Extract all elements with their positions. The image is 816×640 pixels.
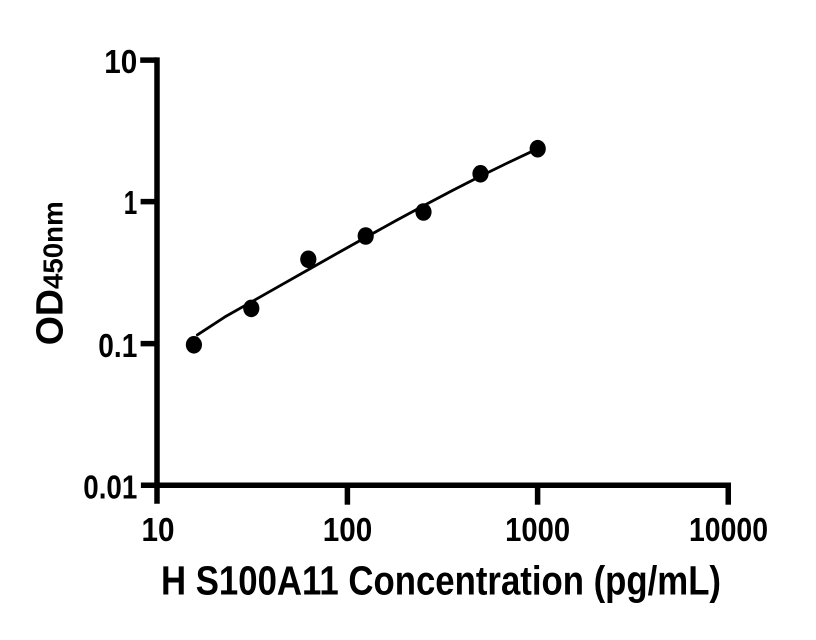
svg-text:0.1: 0.1 — [98, 327, 137, 364]
svg-text:10000: 10000 — [689, 511, 768, 548]
svg-text:1000: 1000 — [505, 511, 570, 548]
svg-text:0.01: 0.01 — [83, 468, 137, 505]
svg-text:1: 1 — [124, 184, 138, 221]
svg-text:10: 10 — [142, 511, 175, 548]
svg-text:10: 10 — [104, 43, 137, 80]
svg-text:100: 100 — [323, 511, 373, 548]
svg-text:OD450nm: OD450nm — [29, 201, 71, 345]
svg-text:H S100A11 Concentration (pg/mL: H S100A11 Concentration (pg/mL) — [161, 558, 721, 604]
